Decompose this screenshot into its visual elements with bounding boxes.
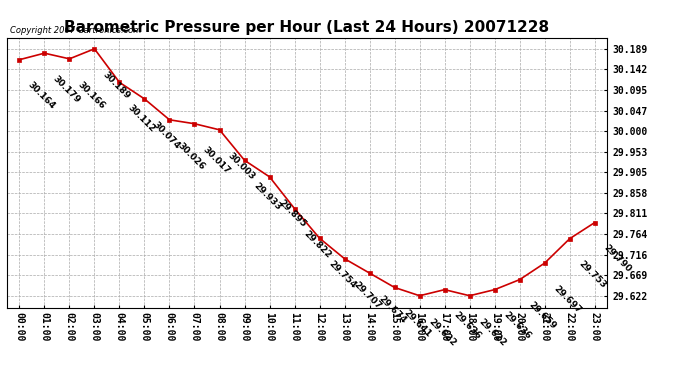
Text: 30.003: 30.003 — [226, 151, 257, 181]
Text: 29.641: 29.641 — [402, 308, 433, 339]
Text: 29.636: 29.636 — [502, 310, 533, 341]
Text: 29.674: 29.674 — [377, 294, 408, 325]
Text: 29.659: 29.659 — [526, 300, 558, 332]
Text: 29.895: 29.895 — [277, 198, 308, 229]
Text: 30.017: 30.017 — [201, 144, 233, 176]
Text: 29.636: 29.636 — [451, 310, 482, 341]
Text: 29.933: 29.933 — [251, 181, 282, 212]
Text: 30.074: 30.074 — [151, 120, 182, 151]
Text: 30.189: 30.189 — [101, 70, 132, 100]
Text: 29.707: 29.707 — [351, 279, 382, 310]
Text: 30.112: 30.112 — [126, 103, 157, 134]
Title: Barometric Pressure per Hour (Last 24 Hours) 20071228: Barometric Pressure per Hour (Last 24 Ho… — [64, 20, 550, 35]
Text: 29.622: 29.622 — [477, 316, 508, 348]
Text: 29.753: 29.753 — [577, 260, 608, 291]
Text: 30.164: 30.164 — [26, 81, 57, 111]
Text: 29.822: 29.822 — [302, 230, 333, 260]
Text: 29.790: 29.790 — [602, 243, 633, 274]
Text: 29.697: 29.697 — [551, 284, 583, 315]
Text: 30.179: 30.179 — [51, 74, 82, 105]
Text: 29.754: 29.754 — [326, 259, 357, 290]
Text: 30.026: 30.026 — [177, 141, 207, 171]
Text: 30.166: 30.166 — [77, 80, 107, 110]
Text: Copyright 2007 Cartronics.com: Copyright 2007 Cartronics.com — [10, 26, 141, 35]
Text: 29.622: 29.622 — [426, 316, 457, 348]
